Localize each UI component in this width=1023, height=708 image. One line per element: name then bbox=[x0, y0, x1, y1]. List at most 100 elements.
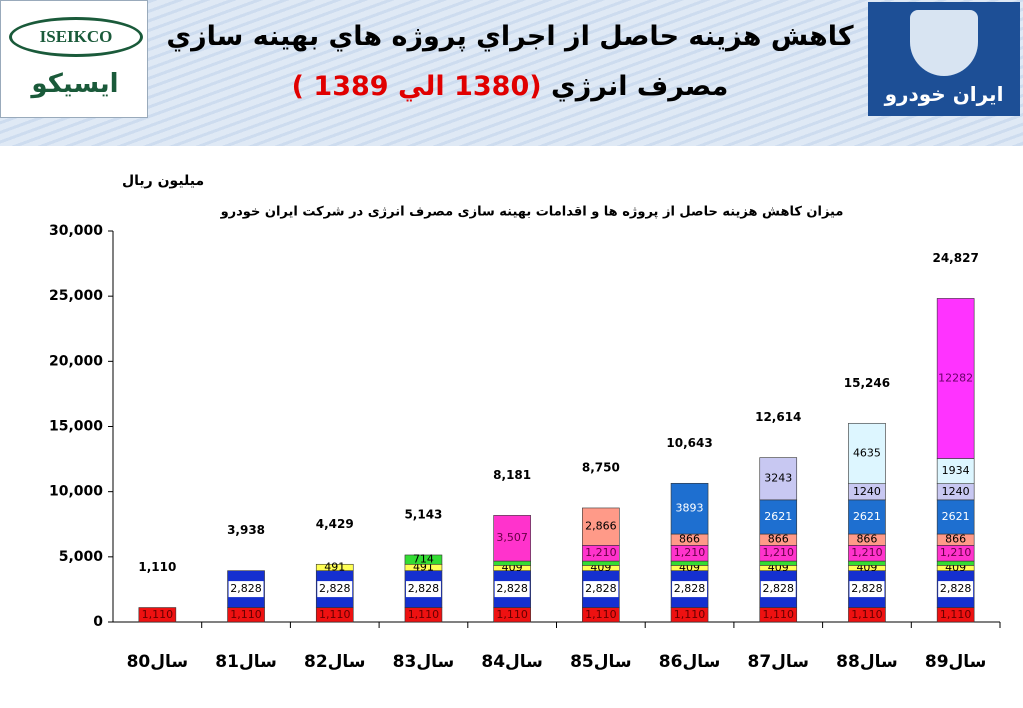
total-label: 4,429 bbox=[316, 517, 354, 531]
y-axis-label: میلیون ریال bbox=[122, 173, 204, 189]
header: ISEIKCO ایسیکو کاهش هزينه حاصل از اجراي … bbox=[0, 0, 1023, 146]
bar-segment bbox=[936, 458, 975, 485]
value-label: 2,828 bbox=[585, 582, 617, 595]
y-tick-label: 30,000 bbox=[49, 223, 103, 239]
total-label: 12,614 bbox=[755, 410, 801, 424]
x-tick-label: سال88 bbox=[836, 652, 898, 672]
value-label: 866 bbox=[679, 533, 700, 546]
total-label: 8,181 bbox=[493, 468, 531, 482]
x-tick-label: سال87 bbox=[747, 652, 809, 672]
value-label: 2621 bbox=[942, 510, 970, 523]
title-line: مصرف انرژي (1380 الي 1389 ) bbox=[160, 62, 860, 112]
value-label: 2621 bbox=[764, 510, 792, 523]
title-range: (1380 الي 1389 ) bbox=[291, 71, 542, 102]
bar-segment bbox=[315, 563, 354, 571]
label-background bbox=[317, 581, 353, 598]
x-tick-label: سال83 bbox=[393, 652, 455, 672]
value-label: 3893 bbox=[676, 502, 704, 515]
logo-text: ایران خودرو bbox=[884, 82, 1004, 106]
y-tick-label: 15,000 bbox=[49, 419, 103, 435]
value-label: 2,828 bbox=[674, 582, 706, 595]
y-tick-label: 10,000 bbox=[49, 484, 103, 500]
bar-segment bbox=[493, 560, 531, 566]
value-label: 2,828 bbox=[763, 582, 795, 595]
chart-title: میزان کاهش هزینه حاصل از پروژه ها و اقدا… bbox=[220, 205, 844, 220]
total-label: 10,643 bbox=[666, 436, 712, 450]
value-label: 866 bbox=[856, 533, 877, 546]
title-line: کاهش هزينه حاصل از اجراي پروژه هاي بهينه… bbox=[166, 21, 854, 52]
bar-segment bbox=[670, 482, 709, 535]
value-label: 2,828 bbox=[496, 582, 528, 595]
label-background bbox=[849, 581, 885, 598]
value-label: 3,507 bbox=[496, 531, 528, 544]
label-background bbox=[938, 581, 974, 598]
label-background bbox=[405, 581, 441, 598]
bar-segment bbox=[848, 499, 886, 535]
label-background bbox=[672, 581, 708, 598]
value-label: 1,210 bbox=[585, 546, 617, 559]
total-label: 24,827 bbox=[932, 251, 978, 265]
bar-segment bbox=[582, 507, 620, 546]
bar-segment bbox=[582, 560, 620, 566]
value-label: 1,110 bbox=[408, 608, 440, 621]
logo-shield bbox=[910, 10, 978, 76]
total-label: 5,143 bbox=[404, 507, 442, 521]
logo-iseikco: ISEIKCO ایسیکو bbox=[0, 0, 148, 118]
bar-segment bbox=[138, 607, 177, 623]
value-label: 3243 bbox=[764, 472, 792, 485]
value-label: 1,210 bbox=[674, 546, 706, 559]
value-label: 2,828 bbox=[940, 582, 972, 595]
x-tick-label: سال86 bbox=[659, 652, 721, 672]
label-background bbox=[228, 581, 264, 598]
x-tick-label: سال81 bbox=[215, 652, 277, 672]
x-tick-label: سال84 bbox=[481, 652, 543, 672]
value-label: 1,110 bbox=[763, 608, 795, 621]
value-label: 2621 bbox=[853, 510, 881, 523]
value-label: 1934 bbox=[942, 464, 970, 477]
value-label: 2,828 bbox=[319, 582, 351, 595]
bar-segment bbox=[759, 499, 798, 535]
value-label: 1,210 bbox=[940, 546, 972, 559]
value-label: 1,110 bbox=[142, 608, 174, 621]
bar-segment bbox=[936, 499, 975, 535]
bar-segment bbox=[404, 554, 443, 565]
value-label: 491 bbox=[324, 560, 345, 573]
bar-segment bbox=[848, 560, 886, 566]
value-label: 1,110 bbox=[940, 608, 972, 621]
x-tick-label: سال82 bbox=[304, 652, 366, 672]
value-label: 2,828 bbox=[230, 582, 262, 595]
value-label: 1,110 bbox=[585, 608, 617, 621]
total-label: 3,938 bbox=[227, 523, 265, 537]
value-label: 4635 bbox=[853, 446, 881, 459]
value-label: 1,110 bbox=[230, 608, 262, 621]
bar-segment bbox=[493, 515, 531, 562]
x-tick-label: سال80 bbox=[127, 652, 189, 672]
value-label: 1,110 bbox=[496, 608, 528, 621]
value-label: 1,110 bbox=[319, 608, 351, 621]
label-background bbox=[583, 581, 619, 598]
label-background bbox=[494, 581, 530, 598]
y-tick-label: 25,000 bbox=[49, 288, 103, 304]
bar-segment bbox=[759, 457, 798, 501]
value-label: 1,110 bbox=[674, 608, 706, 621]
x-tick-label: سال89 bbox=[925, 652, 987, 672]
value-label: 2,866 bbox=[585, 520, 617, 533]
slide-title: کاهش هزينه حاصل از اجراي پروژه هاي بهينه… bbox=[160, 12, 860, 112]
y-tick-label: 0 bbox=[93, 614, 103, 630]
title-text: مصرف انرژي bbox=[550, 71, 729, 102]
y-tick-label: 20,000 bbox=[49, 353, 103, 369]
value-label: 866 bbox=[768, 533, 789, 546]
value-label: 2,828 bbox=[408, 582, 440, 595]
total-label: 1,110 bbox=[138, 560, 176, 574]
x-tick-label: سال85 bbox=[570, 652, 632, 672]
value-label: 12282 bbox=[938, 371, 973, 384]
label-background bbox=[760, 581, 796, 598]
value-label: 1240 bbox=[853, 485, 881, 498]
total-label: 8,750 bbox=[582, 460, 620, 474]
bar-segment bbox=[936, 298, 975, 459]
bar-segment bbox=[670, 560, 709, 566]
value-label: 1,210 bbox=[851, 546, 883, 559]
bar-segment bbox=[848, 422, 886, 485]
